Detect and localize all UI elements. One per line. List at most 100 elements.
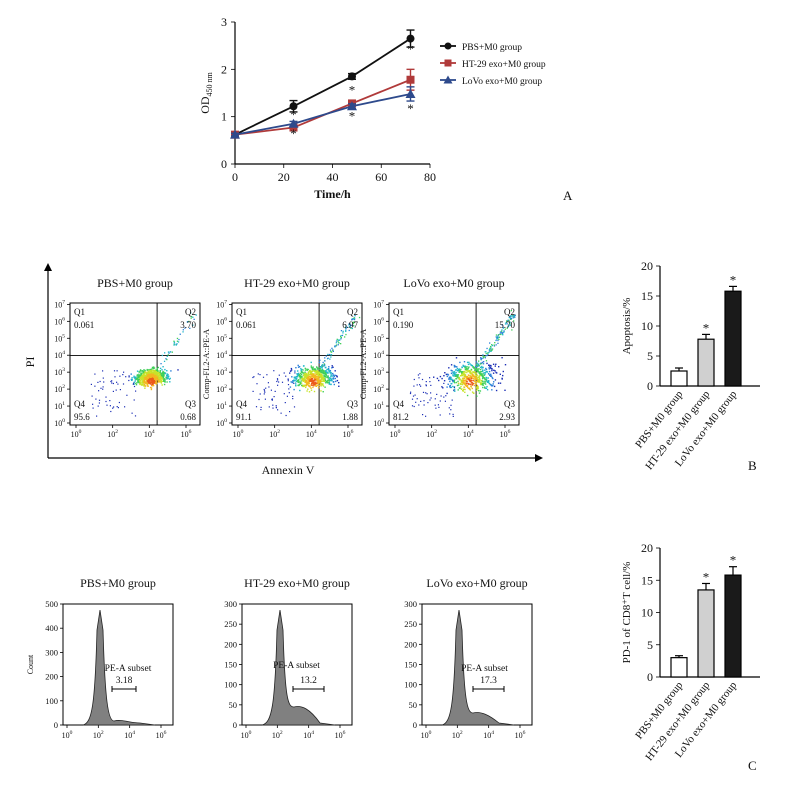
quadrant-label: Q2 (504, 307, 515, 317)
flow-dot (157, 379, 159, 381)
flow-dot (167, 376, 169, 378)
flow-dot (317, 367, 320, 369)
flow-dot (314, 375, 316, 377)
flow-dot (330, 383, 332, 386)
flow-dot (340, 330, 343, 332)
flow-dot (506, 327, 508, 329)
flow-dot (304, 373, 307, 375)
flow-dot (324, 357, 326, 359)
flow-dot (302, 380, 304, 382)
flow-dot (484, 381, 487, 383)
flow-dot (353, 318, 356, 321)
flow-dot (142, 375, 145, 377)
flow-dot (276, 380, 278, 383)
flow-dot (485, 368, 488, 371)
histogram-peak (82, 609, 156, 726)
flow-dot (145, 381, 147, 384)
flow-dot (160, 376, 162, 378)
flow-dot (306, 390, 308, 392)
flow-dot (449, 413, 451, 415)
flow-dot (427, 402, 429, 404)
flow-dot (512, 317, 514, 319)
flow-dot (457, 374, 460, 376)
flow-dot (141, 370, 143, 372)
flow-dot (182, 329, 184, 331)
quadrant-label: Q3 (504, 399, 515, 409)
flow-dot (299, 389, 301, 392)
flow-dot (146, 382, 148, 384)
flow-dot (326, 376, 328, 379)
flow-dot (302, 379, 304, 381)
flow-dot (511, 315, 513, 317)
flow-dot (449, 384, 452, 387)
flow-dot (150, 370, 152, 372)
flow-dot (115, 389, 117, 391)
flow-dot (155, 376, 157, 378)
flow-dot (486, 347, 488, 350)
flow-dot (446, 375, 448, 378)
flow-dot (145, 378, 147, 380)
flow-dot (322, 385, 325, 387)
flow-dot (422, 414, 424, 416)
flow-dot (139, 383, 141, 386)
flow-dot (303, 379, 305, 382)
flow-dot (461, 373, 463, 375)
flow-dot (461, 383, 463, 385)
flow-dot (418, 404, 420, 406)
flow-dot (300, 382, 302, 384)
flow-dot (458, 387, 461, 389)
flow-dot (300, 376, 302, 378)
flow-dot (316, 367, 318, 369)
flow-y-tick-label: 100 (373, 418, 384, 428)
flow-dot (145, 372, 148, 374)
hist-x-tick-label: 106 (156, 730, 167, 740)
flow-y-tick-label: 102 (216, 384, 227, 394)
flow-dot (278, 381, 280, 383)
flow-dot (317, 372, 319, 374)
flow-dot (175, 343, 177, 345)
flow-dot (159, 367, 162, 370)
flow-dot (293, 379, 295, 381)
flow-dot (311, 376, 313, 378)
flow-dot (486, 371, 488, 373)
flow-dot (99, 380, 101, 383)
flow-dot (455, 375, 458, 377)
flow-dot (482, 376, 485, 378)
flow-dot (300, 375, 303, 377)
flow-dot (461, 372, 463, 374)
flow-dot (416, 384, 418, 386)
flow-dot (492, 383, 494, 385)
flow-dot (488, 373, 490, 375)
flow-dot (504, 328, 506, 330)
flow-dot (176, 343, 178, 345)
flow-dot (460, 371, 462, 373)
flow-dot (317, 380, 319, 382)
flow-dot (499, 333, 501, 335)
flow-dot (308, 391, 311, 393)
flow-dot (186, 321, 189, 323)
flow-dot (308, 375, 310, 377)
flow-dot (448, 367, 450, 369)
flow-dot (418, 377, 420, 379)
quadrant-label: Q3 (347, 399, 358, 409)
flow-dot (131, 377, 133, 379)
flow-dot (419, 373, 421, 375)
flow-dot (490, 349, 492, 352)
flow-dot (335, 342, 337, 344)
flow-dot (288, 388, 290, 390)
flow-dot (163, 360, 166, 362)
flow-dot (313, 385, 315, 387)
flow-y-tick-label: 101 (373, 401, 384, 411)
y-tick-label: 1 (221, 110, 227, 124)
flow-dot (464, 383, 466, 385)
flow-dot (462, 365, 465, 367)
flow-dot (307, 368, 309, 371)
flow-y-tick-label: 105 (373, 333, 384, 343)
flow-dot (190, 312, 192, 314)
flow-dot (277, 409, 279, 411)
y-tick-label: 3 (221, 15, 227, 29)
flow-dot (331, 347, 333, 349)
flow-dot (478, 375, 481, 377)
flow-dot (304, 369, 307, 371)
flow-dot (481, 365, 483, 368)
